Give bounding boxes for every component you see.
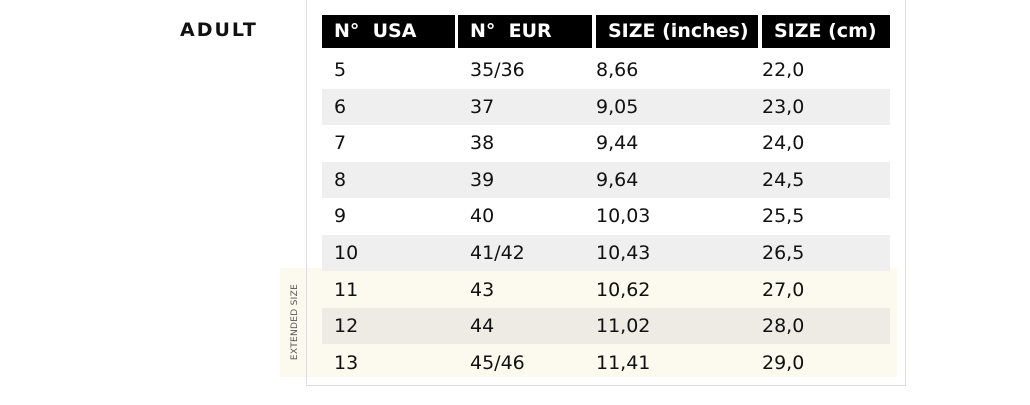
- table-cell: 12: [334, 315, 359, 338]
- table-cell: 25,5: [762, 205, 805, 228]
- table-cell: 11: [334, 278, 359, 301]
- table-cell: 5: [334, 59, 347, 81]
- table-row: 6 37 9,05 23,0: [322, 88, 890, 125]
- table-cell: 29,0: [762, 351, 805, 374]
- table-cell: 27,0: [762, 278, 805, 301]
- table-row: 8 39 9,64 24,5: [322, 161, 890, 198]
- section-label: ADULT: [180, 19, 258, 41]
- table-cell: 10,43: [596, 242, 651, 264]
- table-cell: 45/46: [470, 351, 525, 374]
- table-cell: 9: [334, 205, 347, 228]
- table-cell: 24,5: [762, 168, 805, 191]
- table-cell: 11,02: [596, 315, 651, 338]
- table-cell: 7: [334, 132, 347, 155]
- table-cell: 35/36: [470, 59, 525, 81]
- table-cell: 11,41: [596, 351, 651, 374]
- table-cell: 43: [470, 278, 495, 301]
- header-inches: SIZE (inches): [596, 15, 758, 48]
- table-row: 7 38 9,44 24,0: [322, 125, 890, 161]
- table-row: 13 45/46 11,41 29,0: [322, 345, 890, 381]
- table-row: 9 40 10,03 25,5: [322, 198, 890, 234]
- table-cell: 8: [334, 168, 347, 191]
- table-cell: 8,66: [596, 59, 639, 81]
- table-cell: 9,05: [596, 95, 639, 118]
- table-cell: 13: [334, 351, 359, 374]
- table-cell: 40: [470, 205, 495, 228]
- table-cell: 9,44: [596, 132, 639, 155]
- table-cell: 39: [470, 168, 495, 191]
- table-cell: 10,62: [596, 278, 651, 301]
- table-cell: 28,0: [762, 315, 805, 338]
- table-row: 12 44 11,02 28,0: [322, 308, 890, 345]
- table-cell: 6: [334, 95, 347, 118]
- table-row: 5 35/36 8,66 22,0: [322, 52, 890, 88]
- header-eur: N° EUR: [458, 15, 592, 48]
- extended-size-label: EXTENDED SIZE: [290, 283, 300, 361]
- table-cell: 9,64: [596, 168, 639, 191]
- table-cell: 10,03: [596, 205, 651, 228]
- size-table-card: [306, 0, 906, 386]
- table-cell: 41/42: [470, 242, 525, 264]
- table-row: 11 43 10,62 27,0: [322, 272, 890, 308]
- table-cell: 44: [470, 315, 495, 338]
- table-row: 10 41/42 10,43 26,5: [322, 235, 890, 271]
- header-cm: SIZE (cm): [762, 15, 890, 48]
- table-cell: 23,0: [762, 95, 805, 118]
- table-cell: 37: [470, 95, 495, 118]
- table-cell: 22,0: [762, 59, 805, 81]
- table-cell: 38: [470, 132, 495, 155]
- table-cell: 26,5: [762, 242, 805, 264]
- header-usa: N° USA: [322, 15, 455, 48]
- table-cell: 24,0: [762, 132, 805, 155]
- table-cell: 10: [334, 242, 359, 264]
